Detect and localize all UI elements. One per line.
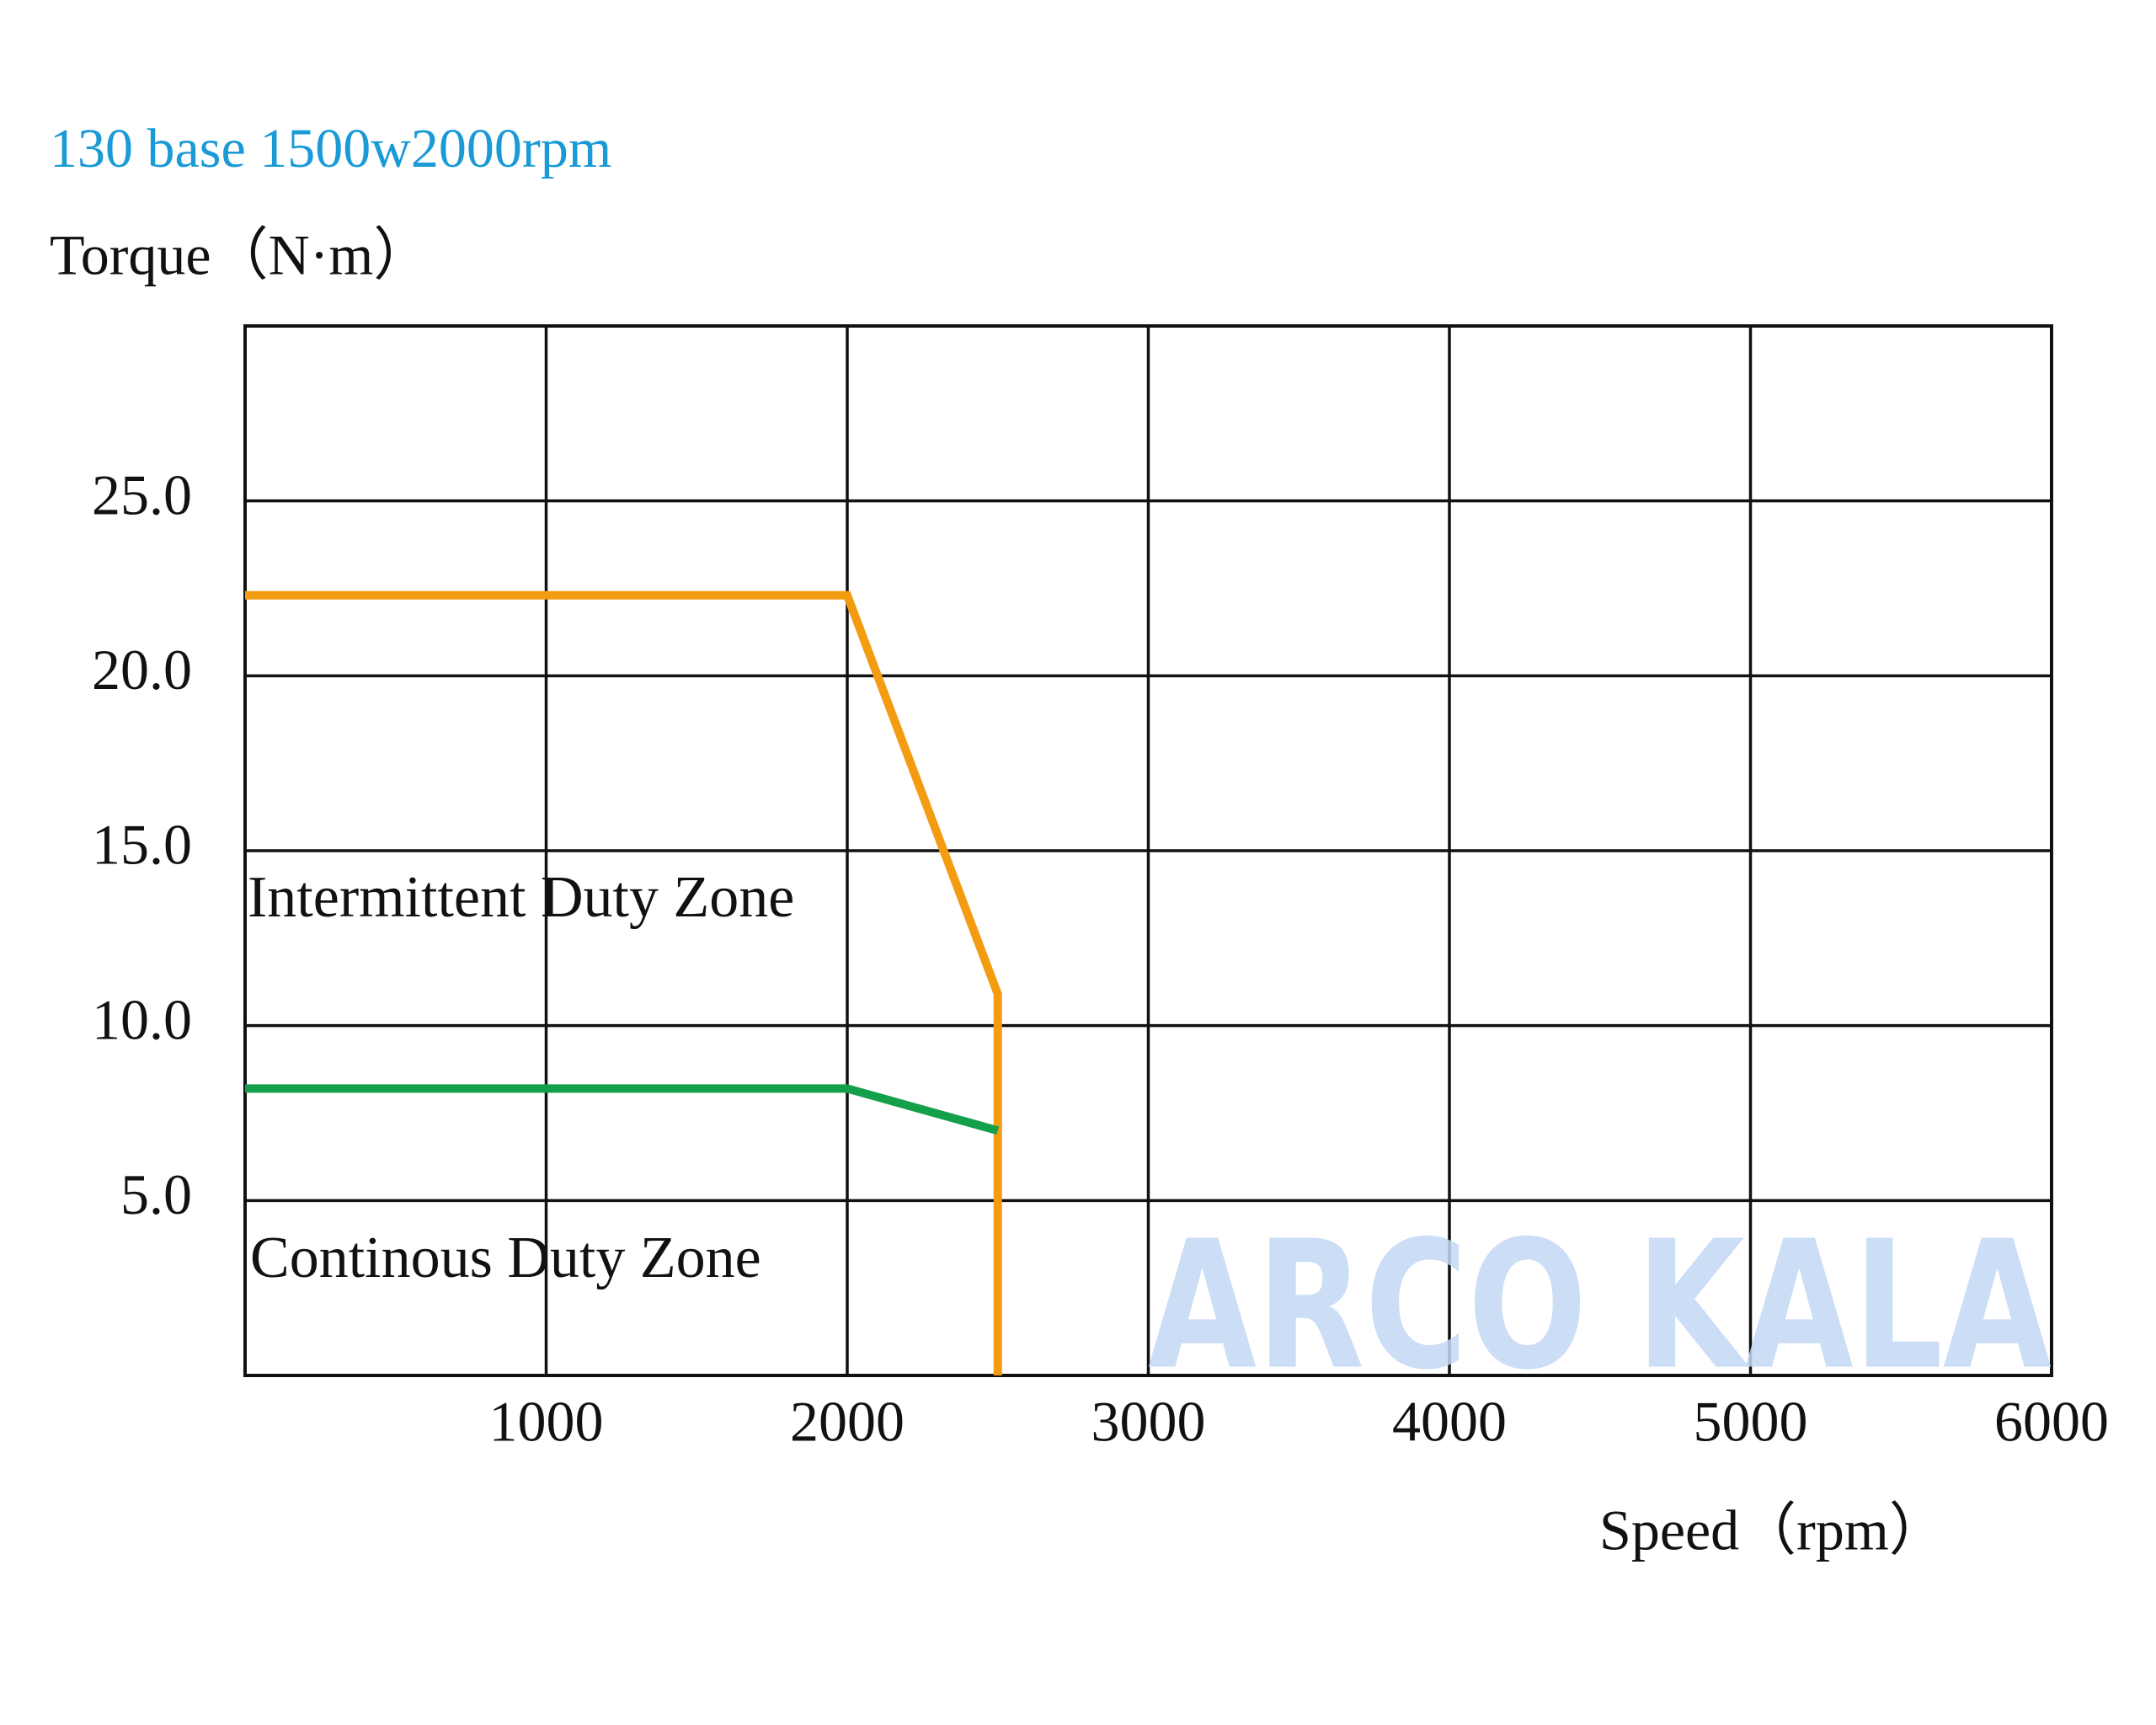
x-axis-label: Speed（rpm）: [1599, 1498, 1946, 1562]
plot-frame: [243, 324, 2053, 1377]
chart-title: 130 base 1500w2000rpm: [50, 118, 611, 179]
y-tick-label: 15.0: [92, 813, 192, 877]
x-tick-label: 3000: [1091, 1390, 1206, 1454]
zone-label: Continous Duty Zone: [250, 1226, 761, 1290]
watermark: ARCO KALA: [1148, 1203, 2052, 1409]
x-tick-label: 2000: [790, 1390, 905, 1454]
y-tick-label: 5.0: [120, 1162, 192, 1226]
x-tick-label: 4000: [1392, 1390, 1507, 1454]
y-tick-label: 25.0: [92, 462, 192, 526]
y-tick-label: 20.0: [92, 638, 192, 702]
y-tick-label: 10.0: [92, 987, 192, 1051]
x-tick-label: 1000: [489, 1390, 604, 1454]
zone-label: Intermittent Duty Zone: [248, 865, 794, 930]
x-tick-label: 5000: [1694, 1390, 1808, 1454]
y-axis-label: Torque（N·m）: [50, 223, 430, 287]
series-line: [245, 590, 1002, 1375]
x-tick-label: 6000: [1994, 1390, 2109, 1454]
series-line: [245, 1084, 1000, 1135]
